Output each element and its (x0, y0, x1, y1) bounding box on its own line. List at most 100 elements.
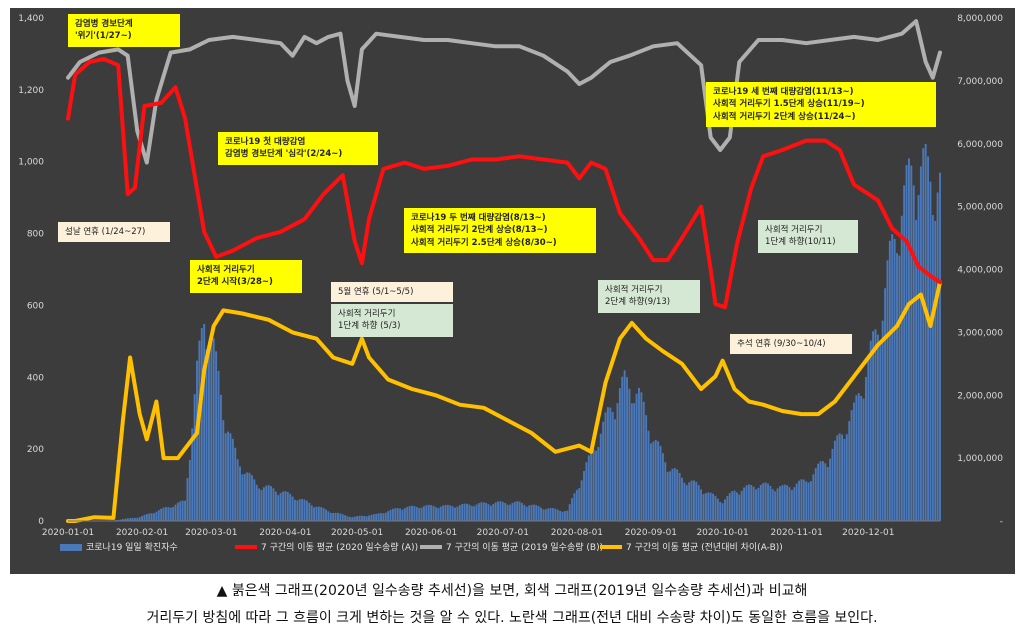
case-bar (903, 185, 906, 521)
legend-label: 코로나19 일일 확진자수 (86, 541, 178, 553)
y-left-tick-label: 1,200 (18, 86, 44, 96)
case-bar (169, 507, 172, 521)
callout-line: 사회적 거리두기 (338, 309, 396, 319)
legend-label: 7 구간의 이동 평균 (2020 일수송량 (A)) (261, 541, 418, 553)
case-bar (750, 484, 753, 521)
case-bar (821, 461, 824, 521)
case-bar (210, 341, 213, 521)
case-bar (520, 502, 523, 521)
case-bar (150, 513, 153, 521)
x-tick-label: 2020-04-01 (259, 528, 311, 538)
case-bar (575, 489, 578, 521)
case-bar (282, 491, 284, 521)
case-bar (477, 503, 480, 521)
case-bar (936, 192, 939, 521)
case-bar (124, 518, 127, 521)
case-bar (568, 504, 571, 521)
case-bar (537, 506, 540, 521)
case-bar (360, 515, 363, 521)
callout-line: 사회적 거리두기 1.5단계 상승(11/19~) (713, 99, 865, 110)
case-bar (430, 505, 433, 521)
case-bar (291, 496, 294, 521)
case-bar (157, 510, 160, 521)
case-bar (891, 234, 894, 521)
case-bar (370, 514, 373, 521)
case-bar (874, 329, 877, 521)
case-bar (630, 403, 633, 521)
case-bar (573, 493, 576, 521)
case-bar (322, 508, 325, 521)
case-bar (466, 503, 468, 521)
case-bar (831, 448, 834, 521)
legend-label: 7 구간의 이동 평균 (2019 일수송량 (B)) (446, 541, 603, 553)
case-bar (807, 482, 810, 521)
case-bar (845, 434, 848, 521)
case-bar (289, 493, 292, 521)
x-tick-label: 2020-01-01 (42, 528, 94, 538)
case-bar (621, 376, 624, 521)
case-bar (616, 403, 619, 521)
case-bar (121, 519, 124, 521)
case-bar (265, 485, 268, 521)
case-bar (664, 462, 667, 521)
case-bar (544, 509, 547, 521)
case-bar (685, 485, 688, 521)
case-bar (255, 484, 258, 521)
case-bar (184, 500, 187, 521)
caption-line-2: 거리두기 방침에 따라 그 흐름이 크게 변하는 것을 알 수 있다. 노란색 … (146, 610, 878, 626)
case-bar (939, 172, 941, 521)
case-bar (649, 443, 652, 521)
case-bar (755, 489, 757, 521)
case-bar (432, 505, 435, 521)
callout-distancing-level-2-start: 사회적 거리두기 2단계 시작(3/28~) (190, 260, 302, 293)
case-bar (814, 468, 817, 521)
case-bar (408, 506, 411, 521)
case-bar (346, 516, 349, 521)
case-bar (604, 412, 607, 521)
case-bar (253, 479, 256, 521)
case-bar (635, 393, 638, 521)
case-bar (869, 340, 872, 521)
case-bar (860, 395, 863, 521)
x-tick-label: 2020-03-01 (185, 528, 237, 538)
case-bar (470, 505, 473, 521)
case-bar (563, 511, 566, 521)
case-bar (800, 479, 803, 521)
case-bar (540, 507, 542, 521)
case-bar (181, 500, 184, 521)
case-bar (129, 518, 132, 521)
series-line-2 (66, 280, 942, 523)
callout-lunar-new-year: 설날 연휴 (1/24~27) (58, 222, 170, 243)
case-bar (179, 501, 182, 521)
callout-line: 코로나19 두 번째 대량감염(8/13~) (411, 213, 546, 223)
case-bar (372, 514, 375, 521)
case-bar (623, 370, 626, 521)
case-bar (384, 512, 387, 521)
case-bar (509, 504, 511, 521)
case-bar (337, 512, 339, 521)
case-bar (437, 508, 440, 521)
case-bar (652, 441, 655, 521)
callout-line: 사회적 거리두기 2단계 상승(11/24~) (713, 111, 856, 122)
callout-line: 설날 연휴 (1/24~27) (65, 227, 146, 237)
case-bar (595, 450, 597, 521)
callout-line: 사회적 거리두기 (765, 225, 823, 235)
case-bar (313, 507, 316, 521)
case-bar (451, 506, 454, 521)
case-bar (138, 517, 141, 521)
case-bar (485, 502, 488, 521)
callout-line: 5월 연휴 (5/1~5/5) (338, 287, 414, 297)
case-bar (504, 503, 507, 521)
case-bar (549, 507, 552, 521)
case-bar (836, 435, 839, 521)
callout-line: 코로나19 첫 대량감염 (225, 137, 306, 147)
y-left-tick-label: 1,400 (18, 14, 44, 24)
case-bar (310, 505, 313, 521)
case-bar (927, 156, 930, 521)
case-bar (229, 433, 232, 521)
case-bar (248, 472, 251, 521)
case-bar (628, 388, 631, 521)
case-bar (912, 185, 915, 521)
x-tick-label: 2020-06-01 (405, 528, 457, 538)
case-bar (186, 478, 189, 521)
